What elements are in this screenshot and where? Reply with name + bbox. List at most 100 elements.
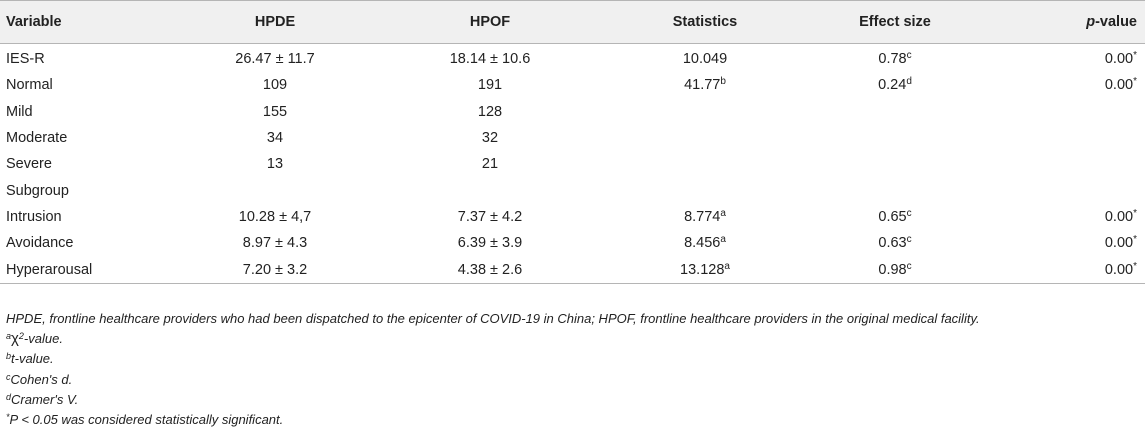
cell-statistics: 10.049 bbox=[610, 44, 800, 73]
table-row: Moderate 34 32 bbox=[0, 125, 1145, 151]
cell-p-value-superscript: * bbox=[1133, 260, 1137, 272]
cell-effect-size bbox=[800, 177, 990, 203]
cell-effect-size-value: 0.63 bbox=[878, 235, 907, 252]
cell-hpof-value: 128 bbox=[477, 103, 503, 120]
cell-hpde-value: 109 bbox=[262, 77, 288, 94]
footnote-a-text: -value. bbox=[23, 331, 63, 347]
cell-variable-value: IES-R bbox=[6, 51, 45, 68]
cell-p-value-value: 0.00 bbox=[1104, 51, 1134, 68]
footnote-a-marker: a bbox=[6, 331, 12, 342]
cell-statistics: 8.456a bbox=[610, 230, 800, 256]
cell-statistics-superscript: a bbox=[720, 207, 726, 219]
footnote-a: aχ2-value. bbox=[6, 329, 1141, 349]
footnote-b-text: t-value. bbox=[11, 351, 54, 367]
cell-effect-size: 0.78c bbox=[800, 44, 990, 73]
header-p-italic: p bbox=[1086, 14, 1096, 30]
header-p-value: p-value bbox=[990, 1, 1145, 44]
cell-p-value: 0.00* bbox=[990, 44, 1145, 73]
cell-variable: Subgroup bbox=[0, 177, 180, 203]
results-table-container: Variable HPDE HPOF Statistics Effect siz… bbox=[0, 0, 1145, 284]
cell-variable-value: Severe bbox=[6, 156, 52, 173]
cell-variable-value: Avoidance bbox=[6, 235, 74, 252]
header-hpde: HPDE bbox=[254, 14, 296, 30]
header-effect-size: Effect size bbox=[859, 14, 931, 30]
cell-effect-size bbox=[800, 125, 990, 151]
table-body: IES-R 26.47 ± 11.7 18.14 ± 10.6 10.049 0.78c… bbox=[0, 44, 1145, 284]
cell-p-value bbox=[990, 151, 1145, 177]
cell-hpde: 8.97 ± 4.3 bbox=[180, 230, 370, 256]
cell-hpof: 191 bbox=[370, 72, 610, 98]
footnote-a-exponent: 2 bbox=[18, 331, 24, 342]
cell-hpof-value: 7.37 ± 4.2 bbox=[457, 208, 523, 225]
footnote-a-symbol: χ bbox=[11, 330, 19, 348]
cell-hpde: 7.20 ± 3.2 bbox=[180, 256, 370, 283]
table-row: IES-R 26.47 ± 11.7 18.14 ± 10.6 10.049 0.78c… bbox=[0, 44, 1145, 73]
cell-statistics-superscript: a bbox=[720, 234, 726, 246]
cell-effect-size-value: 0.98 bbox=[878, 261, 907, 278]
cell-p-value: 0.00* bbox=[990, 72, 1145, 98]
cell-hpof: 4.38 ± 2.6 bbox=[370, 256, 610, 283]
cell-p-value bbox=[990, 125, 1145, 151]
footnote-d-text: Cramer's V. bbox=[11, 391, 79, 407]
cell-hpde: 26.47 ± 11.7 bbox=[180, 44, 370, 73]
table-row: Hyperarousal 7.20 ± 3.2 4.38 ± 2.6 13.128a 0… bbox=[0, 256, 1145, 283]
cell-hpof: 18.14 ± 10.6 bbox=[370, 44, 610, 73]
cell-variable-value: Moderate bbox=[6, 130, 68, 147]
cell-statistics-superscript: a bbox=[724, 260, 730, 272]
footnote-c: cCohen's d. bbox=[6, 370, 1141, 390]
cell-effect-size-superscript: c bbox=[906, 260, 912, 272]
cell-effect-size-value: 0.65 bbox=[878, 208, 907, 225]
cell-hpof: 32 bbox=[370, 125, 610, 151]
cell-effect-size-superscript: c bbox=[906, 234, 912, 246]
cell-hpde: 109 bbox=[180, 72, 370, 98]
table-row: Avoidance 8.97 ± 4.3 6.39 ± 3.9 8.456a 0.63c… bbox=[0, 230, 1145, 256]
footnote-c-text: Cohen's d. bbox=[10, 371, 73, 387]
cell-variable: Hyperarousal bbox=[0, 256, 180, 283]
cell-hpof-value: 191 bbox=[477, 77, 503, 94]
cell-hpof bbox=[370, 177, 610, 203]
cell-statistics-value: 8.456 bbox=[684, 235, 721, 252]
cell-statistics-value: 41.77 bbox=[684, 77, 721, 94]
cell-hpde-value: 13 bbox=[266, 156, 284, 173]
cell-hpof: 128 bbox=[370, 99, 610, 125]
cell-variable-value: Intrusion bbox=[6, 208, 62, 225]
cell-p-value: 0.00* bbox=[990, 204, 1145, 230]
cell-hpde bbox=[180, 177, 370, 203]
cell-variable: Mild bbox=[0, 99, 180, 125]
cell-statistics bbox=[610, 99, 800, 125]
table-row: Normal 109 191 41.77b 0.24d 0.00* bbox=[0, 72, 1145, 98]
cell-variable: Normal bbox=[0, 72, 180, 98]
cell-variable-value: Subgroup bbox=[6, 182, 69, 199]
cell-statistics: 41.77b bbox=[610, 72, 800, 98]
header-hpof: HPOF bbox=[469, 14, 511, 30]
cell-statistics-superscript: b bbox=[720, 76, 726, 88]
cell-p-value-superscript: * bbox=[1133, 234, 1137, 246]
cell-hpde: 10.28 ± 4,7 bbox=[180, 204, 370, 230]
cell-hpof: 7.37 ± 4.2 bbox=[370, 204, 610, 230]
cell-statistics-value: 10.049 bbox=[682, 51, 728, 68]
cell-statistics bbox=[610, 151, 800, 177]
cell-effect-size-superscript: c bbox=[906, 207, 912, 219]
cell-hpde-value: 34 bbox=[266, 130, 284, 147]
table-header: Variable HPDE HPOF Statistics Effect siz… bbox=[0, 0, 1145, 44]
cell-effect-size: 0.63c bbox=[800, 230, 990, 256]
cell-hpde: 13 bbox=[180, 151, 370, 177]
cell-hpof: 6.39 ± 3.9 bbox=[370, 230, 610, 256]
footnote-d: dCramer's V. bbox=[6, 390, 1141, 410]
cell-variable-value: Normal bbox=[6, 77, 53, 94]
cell-p-value-value: 0.00 bbox=[1104, 235, 1134, 252]
footnote-d-marker: d bbox=[6, 391, 12, 402]
cell-effect-size-value: 0.78 bbox=[878, 51, 907, 68]
footnote-significance: *P < 0.05 was considered statistically s… bbox=[6, 410, 1141, 430]
table-footnotes: HPDE, frontline healthcare providers who… bbox=[6, 309, 1141, 430]
cell-effect-size: 0.98c bbox=[800, 256, 990, 283]
cell-p-value-superscript: * bbox=[1133, 76, 1137, 88]
cell-variable: Severe bbox=[0, 151, 180, 177]
cell-hpde: 155 bbox=[180, 99, 370, 125]
cell-p-value-superscript: * bbox=[1133, 207, 1137, 219]
cell-variable: Intrusion bbox=[0, 204, 180, 230]
cell-statistics-value: 13.128 bbox=[680, 261, 725, 278]
cell-p-value bbox=[990, 99, 1145, 125]
cell-effect-size bbox=[800, 99, 990, 125]
footnote-star-marker: * bbox=[6, 411, 10, 422]
